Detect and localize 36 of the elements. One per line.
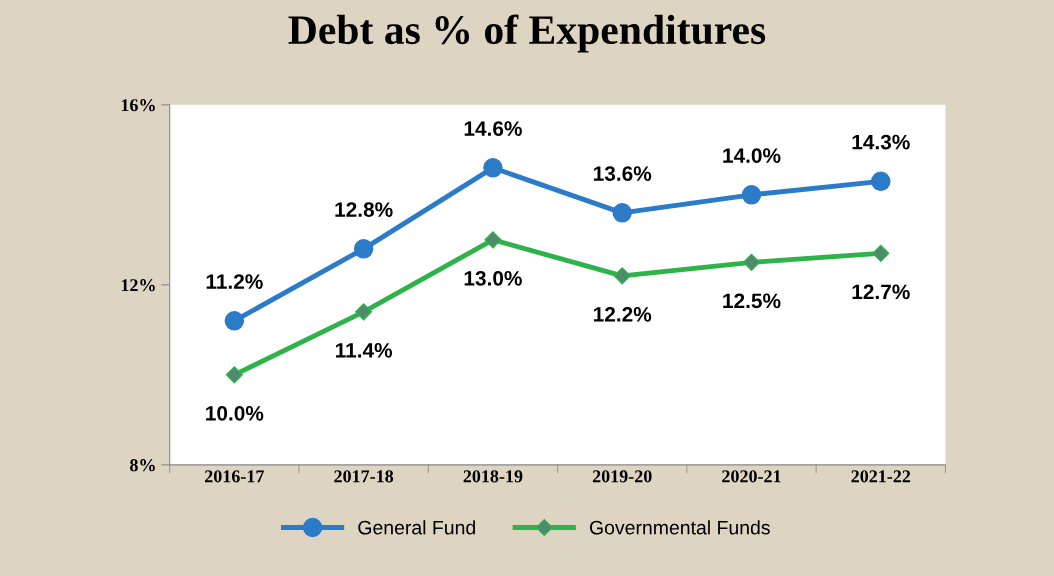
y-tick-label: 8% xyxy=(130,459,155,472)
point xyxy=(872,244,890,262)
point xyxy=(225,366,243,384)
point xyxy=(741,185,762,205)
y-tick-label: 16% xyxy=(121,99,155,112)
data-label: 12.2% xyxy=(593,306,652,322)
data-label: 12.8% xyxy=(335,202,393,217)
data-label: 12.5% xyxy=(723,293,781,309)
x-tick-label: 2016-17 xyxy=(205,470,264,483)
point xyxy=(224,311,245,331)
x-tick-label: 2020-21 xyxy=(722,470,781,483)
point xyxy=(742,253,761,271)
point xyxy=(484,231,502,249)
point xyxy=(871,171,891,192)
x-tick-label: 2019-20 xyxy=(592,470,652,483)
chart-title: Debt as % of Expenditures xyxy=(288,14,766,53)
point xyxy=(612,203,632,223)
x-tick-label: 2018-19 xyxy=(463,470,523,483)
y-tick-label: 12% xyxy=(121,279,155,292)
point xyxy=(353,239,374,259)
data-label: 11.4% xyxy=(335,342,393,358)
data-label: 10.0% xyxy=(206,405,264,421)
data-label: 11.2% xyxy=(206,274,263,289)
data-label: 13.0% xyxy=(464,270,522,286)
point xyxy=(355,303,373,321)
legend-label: General Fund xyxy=(358,520,475,535)
data-label: 13.6% xyxy=(593,166,652,181)
data-label: 14.6% xyxy=(464,121,522,136)
point xyxy=(483,158,503,178)
data-label: 12.7% xyxy=(852,284,910,300)
legend-label: Governmental Funds xyxy=(589,520,770,535)
data-label: 14.0% xyxy=(723,148,781,163)
point xyxy=(613,267,631,285)
data-label: 14.3% xyxy=(852,134,910,150)
x-tick-label: 2021-22 xyxy=(851,470,911,483)
x-tick-label: 2017-18 xyxy=(334,470,394,483)
